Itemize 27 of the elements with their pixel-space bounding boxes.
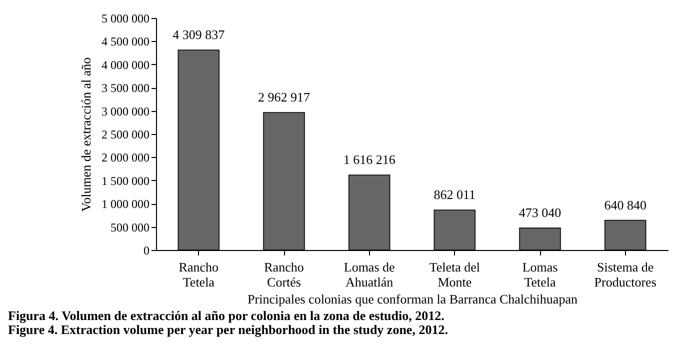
y-tick-label: 0 [144,244,150,258]
x-tick-label: Lomas Tetela [522,260,558,290]
data-label: 4 309 837 [172,27,226,42]
data-label: 473 040 [518,205,562,220]
x-axis-title: Principales colonias que conforman la Barranca Chalchihuapan [248,292,578,306]
y-tick-label: 4 500 000 [102,34,150,49]
data-label: 862 011 [434,187,476,202]
y-tick-label: 5 000 000 [102,12,150,26]
text: Figura 4. Volumen de extracción al año por colonia en la zona de estudio, 2012. [8,308,444,323]
data-label: 2 962 917 [258,90,310,105]
y-tick-label: 4 000 000 [102,58,150,72]
y-tick-label: 2 000 000 [102,150,150,165]
x-tick-label: Rancho Cortés [264,260,304,290]
y-tick-label: 1 000 000 [102,197,150,212]
y-tick-label: 3 000 000 [102,104,150,118]
data-label: 1 616 216 [343,152,396,168]
data-label: 640 840 [604,197,646,212]
x-tick-label: Teleta del Monte [429,260,480,290]
text: Figure 4. Extraction volume per year per neighborhood in the study zone, 2012. [8,322,448,337]
x-tick-label: Sistema de Productores [594,260,656,290]
y-tick-label: 500 000 [110,220,150,234]
y-tick-label: 2 500 000 [102,128,150,142]
y-tick-label: 1 500 000 [102,174,150,188]
y-axis-title: Volumen de extracción al año [78,57,94,212]
y-tick-label: 3 500 000 [102,81,150,96]
x-tick-label: Lomas de Ahuatlán [344,260,396,290]
x-tick-label: Rancho Tetela [178,260,219,290]
